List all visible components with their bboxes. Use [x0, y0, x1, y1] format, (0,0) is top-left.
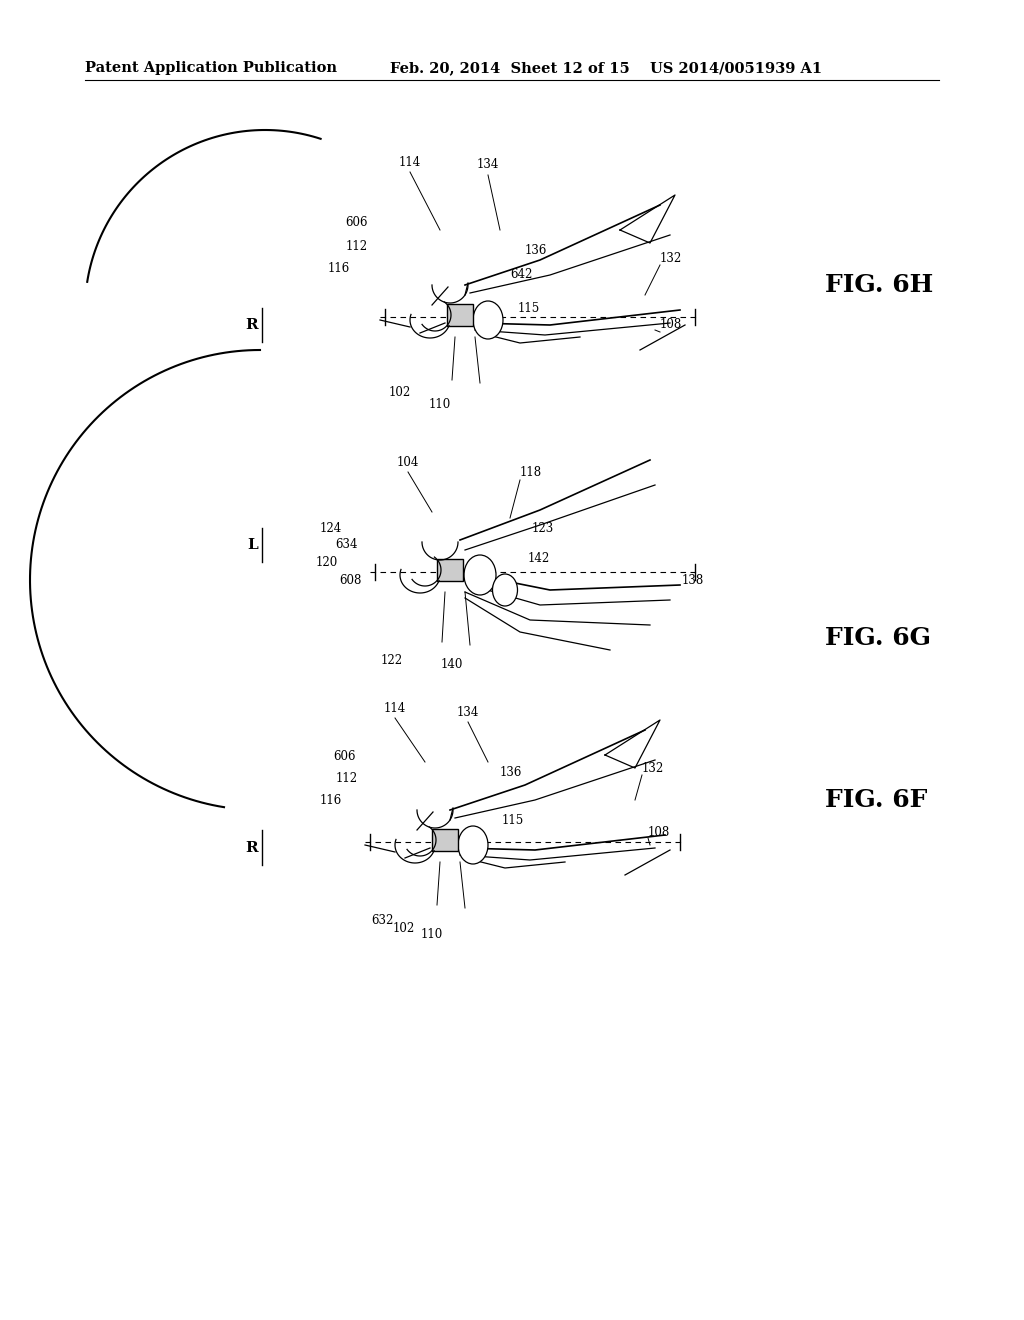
Text: Feb. 20, 2014  Sheet 12 of 15: Feb. 20, 2014 Sheet 12 of 15: [390, 61, 630, 75]
Text: R: R: [246, 841, 258, 855]
Text: 122: 122: [381, 653, 403, 667]
Text: 114: 114: [399, 156, 421, 169]
Text: 123: 123: [532, 521, 554, 535]
Text: 116: 116: [319, 793, 342, 807]
Text: 132: 132: [642, 762, 665, 775]
Text: 112: 112: [346, 240, 368, 253]
Text: 110: 110: [421, 928, 443, 941]
Ellipse shape: [458, 826, 488, 865]
Text: 108: 108: [648, 825, 671, 838]
Text: 142: 142: [528, 552, 550, 565]
Text: 102: 102: [393, 921, 415, 935]
Text: FIG. 6F: FIG. 6F: [825, 788, 928, 812]
Text: 632: 632: [371, 913, 393, 927]
Text: R: R: [246, 318, 258, 333]
Text: 124: 124: [319, 521, 342, 535]
FancyBboxPatch shape: [447, 304, 473, 326]
Text: L: L: [247, 539, 258, 552]
FancyBboxPatch shape: [437, 558, 463, 581]
Text: FIG. 6H: FIG. 6H: [825, 273, 933, 297]
Ellipse shape: [493, 574, 517, 606]
Text: US 2014/0051939 A1: US 2014/0051939 A1: [650, 61, 822, 75]
Text: 116: 116: [328, 261, 350, 275]
Text: 104: 104: [397, 455, 419, 469]
Text: 136: 136: [525, 243, 548, 256]
Text: 140: 140: [440, 659, 463, 672]
Text: 642: 642: [510, 268, 532, 281]
Text: 634: 634: [336, 539, 358, 552]
Text: 112: 112: [336, 771, 358, 784]
Text: 608: 608: [340, 573, 362, 586]
Text: 138: 138: [682, 573, 705, 586]
Text: 136: 136: [500, 767, 522, 780]
Text: 115: 115: [518, 301, 541, 314]
FancyBboxPatch shape: [432, 829, 458, 851]
Text: 115: 115: [502, 813, 524, 826]
Text: FIG. 6G: FIG. 6G: [825, 626, 931, 649]
Ellipse shape: [464, 554, 496, 595]
Text: 606: 606: [334, 751, 356, 763]
Text: 120: 120: [315, 556, 338, 569]
Text: Patent Application Publication: Patent Application Publication: [85, 61, 337, 75]
Text: 114: 114: [384, 701, 407, 714]
Text: 132: 132: [660, 252, 682, 264]
Text: 108: 108: [660, 318, 682, 331]
Text: 134: 134: [457, 705, 479, 718]
Text: 606: 606: [345, 215, 368, 228]
Text: 134: 134: [477, 158, 499, 172]
Ellipse shape: [473, 301, 503, 339]
Text: 102: 102: [389, 387, 411, 400]
Text: 118: 118: [520, 466, 542, 479]
Text: 110: 110: [429, 399, 452, 412]
